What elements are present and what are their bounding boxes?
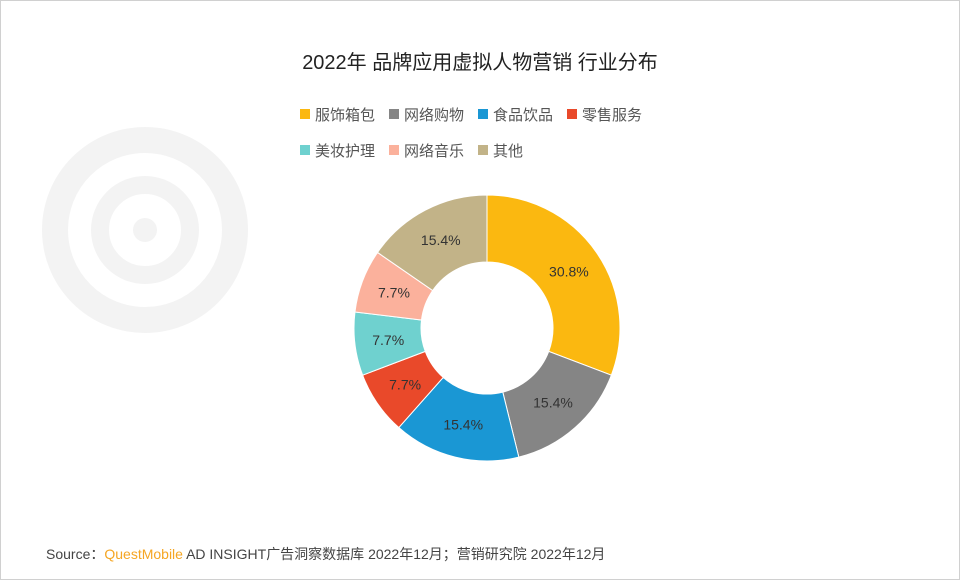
data-label: 30.8% [549, 263, 589, 279]
data-label: 15.4% [443, 417, 483, 433]
source-brand: QuestMobile [104, 546, 183, 562]
donut-slice [486, 194, 621, 376]
donut-slice [376, 194, 488, 292]
legend-swatch [478, 145, 489, 155]
legend-item: 网络购物 [389, 104, 464, 125]
data-label: 15.4% [533, 394, 573, 410]
legend-label: 网络购物 [404, 106, 465, 124]
legend-label: 服饰箱包 [315, 106, 376, 124]
data-label: 7.7% [389, 377, 421, 393]
legend-item: 网络音乐 [389, 140, 464, 161]
data-label: 7.7% [372, 332, 404, 348]
legend-label: 网络音乐 [404, 142, 465, 160]
data-label: 15.4% [421, 232, 461, 248]
watermark-logo [42, 127, 248, 333]
legend-item: 其他 [478, 140, 523, 161]
legend-swatch [300, 145, 310, 155]
legend-swatch [389, 145, 400, 155]
legend-label: 零售服务 [582, 106, 643, 124]
legend-swatch [300, 109, 310, 119]
source-text: AD INSIGHT广告洞察数据库 2022年12月；营销研究院 2022年12… [182, 546, 606, 562]
chart-title: 2022年 品牌应用虚拟人物营销 行业分布 [302, 52, 658, 74]
legend-item: 零售服务 [567, 104, 642, 125]
legend-label: 美妆护理 [315, 142, 376, 160]
legend: 服饰箱包 网络购物 食品饮品 零售服务 美妆护理 网络音乐 其他 [300, 96, 720, 168]
legend-label: 其他 [493, 142, 524, 160]
legend-label: 食品饮品 [493, 106, 554, 124]
legend-swatch [478, 109, 489, 119]
legend-swatch [567, 109, 578, 119]
source-prefix: Source： [46, 546, 105, 562]
legend-item: 美妆护理 [300, 140, 375, 161]
source-note: Source：QuestMobile AD INSIGHT广告洞察数据库 202… [46, 544, 605, 564]
legend-row: 美妆护理 网络音乐 其他 [300, 132, 720, 168]
data-label: 7.7% [378, 285, 410, 301]
legend-item: 食品饮品 [478, 104, 553, 125]
legend-row: 服饰箱包 网络购物 食品饮品 零售服务 [300, 96, 720, 132]
legend-item: 服饰箱包 [300, 104, 375, 125]
legend-swatch [389, 109, 400, 119]
